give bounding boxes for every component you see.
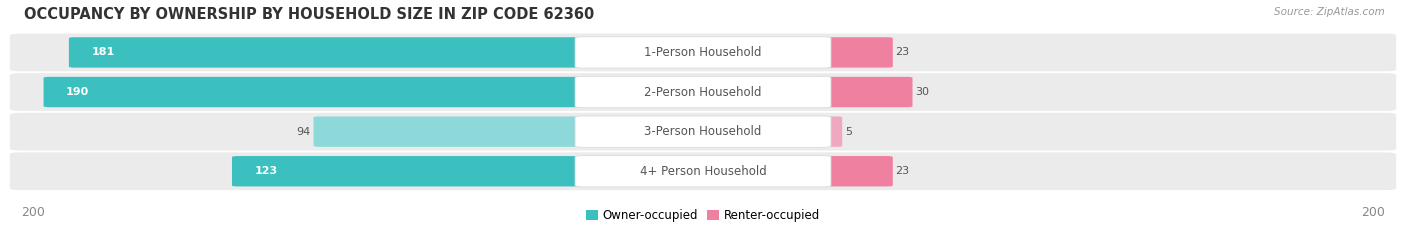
Text: 94: 94: [297, 127, 311, 137]
Text: 3-Person Household: 3-Person Household: [644, 125, 762, 138]
Text: OCCUPANCY BY OWNERSHIP BY HOUSEHOLD SIZE IN ZIP CODE 62360: OCCUPANCY BY OWNERSHIP BY HOUSEHOLD SIZE…: [24, 7, 595, 22]
Text: 5: 5: [845, 127, 852, 137]
FancyBboxPatch shape: [575, 156, 831, 187]
FancyBboxPatch shape: [69, 37, 589, 68]
FancyBboxPatch shape: [817, 156, 893, 186]
FancyBboxPatch shape: [44, 77, 589, 107]
FancyBboxPatch shape: [232, 156, 589, 186]
FancyBboxPatch shape: [817, 116, 842, 147]
FancyBboxPatch shape: [817, 77, 912, 107]
FancyBboxPatch shape: [10, 73, 1396, 111]
Text: 190: 190: [66, 87, 90, 97]
Text: 30: 30: [915, 87, 929, 97]
FancyBboxPatch shape: [10, 34, 1396, 71]
Legend: Owner-occupied, Renter-occupied: Owner-occupied, Renter-occupied: [581, 205, 825, 227]
FancyBboxPatch shape: [575, 116, 831, 147]
Text: 1-Person Household: 1-Person Household: [644, 46, 762, 59]
FancyBboxPatch shape: [10, 152, 1396, 190]
Text: 2-Person Household: 2-Person Household: [644, 86, 762, 99]
Text: 23: 23: [896, 48, 910, 57]
Text: 181: 181: [91, 48, 115, 57]
FancyBboxPatch shape: [817, 37, 893, 68]
Text: 4+ Person Household: 4+ Person Household: [640, 165, 766, 178]
FancyBboxPatch shape: [575, 37, 831, 68]
Text: 23: 23: [896, 166, 910, 176]
FancyBboxPatch shape: [314, 116, 589, 147]
Text: 123: 123: [254, 166, 277, 176]
FancyBboxPatch shape: [10, 113, 1396, 151]
Text: Source: ZipAtlas.com: Source: ZipAtlas.com: [1274, 7, 1385, 17]
Text: 200: 200: [21, 206, 45, 219]
FancyBboxPatch shape: [575, 76, 831, 108]
Text: 200: 200: [1361, 206, 1385, 219]
